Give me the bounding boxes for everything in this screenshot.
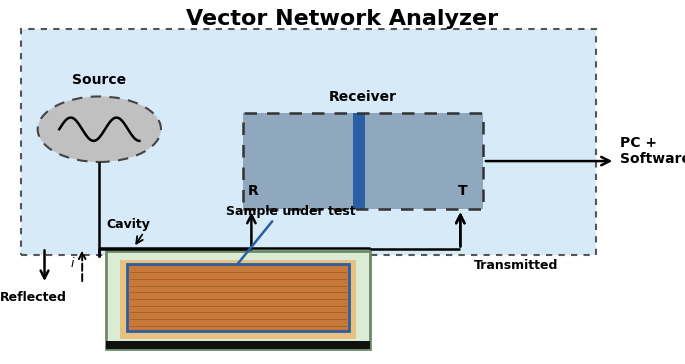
Bar bbox=[243, 113, 483, 209]
Circle shape bbox=[38, 96, 161, 162]
Bar bbox=[106, 341, 370, 349]
Text: Vector Network Analyzer: Vector Network Analyzer bbox=[186, 9, 499, 29]
Text: PC +
Software: PC + Software bbox=[620, 136, 685, 166]
Bar bbox=[106, 251, 370, 349]
Text: Source: Source bbox=[72, 74, 127, 87]
Text: Receiver: Receiver bbox=[329, 90, 397, 104]
Bar bbox=[127, 264, 349, 331]
Text: Reflected: Reflected bbox=[0, 291, 67, 304]
Text: R: R bbox=[248, 185, 259, 198]
Text: i: i bbox=[70, 257, 74, 270]
Bar bbox=[21, 29, 596, 255]
Text: Transmitted: Transmitted bbox=[474, 259, 558, 272]
Text: Sample under test: Sample under test bbox=[226, 205, 356, 218]
Text: T: T bbox=[458, 185, 467, 198]
Bar bbox=[353, 113, 365, 209]
Text: Cavity: Cavity bbox=[106, 218, 150, 231]
Bar bbox=[243, 113, 483, 209]
Bar bbox=[120, 260, 356, 339]
